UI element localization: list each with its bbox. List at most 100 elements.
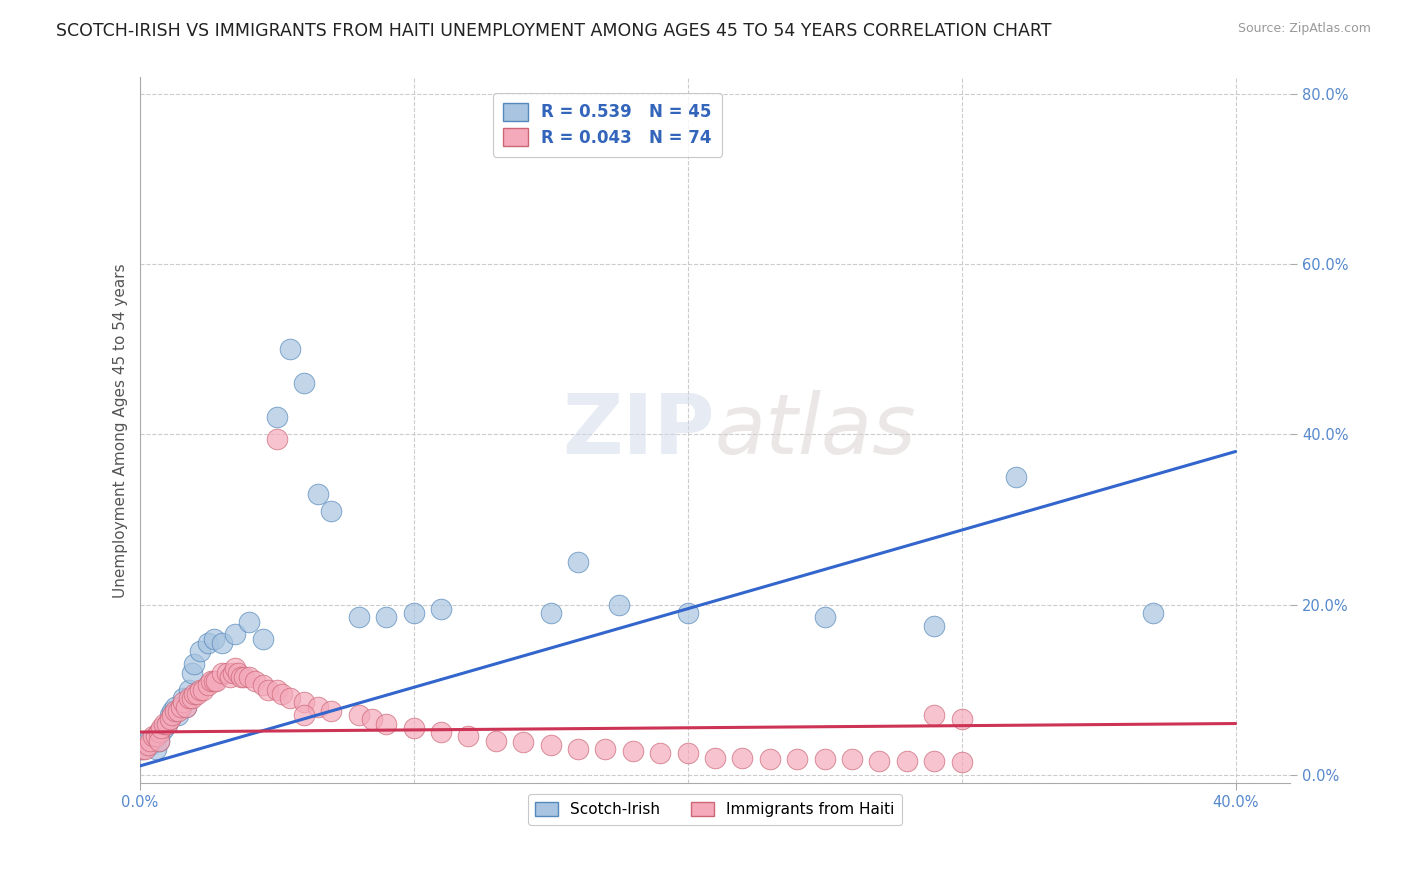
Point — [676, 746, 699, 760]
Point — [169, 699, 191, 714]
Point — [278, 343, 301, 357]
Point — [229, 670, 252, 684]
Point — [134, 742, 156, 756]
Point — [292, 695, 315, 709]
Point — [167, 708, 190, 723]
Point — [145, 742, 167, 756]
Point — [159, 708, 181, 723]
Text: ZIP: ZIP — [562, 390, 716, 471]
Point — [226, 665, 249, 680]
Point — [131, 742, 153, 756]
Point — [191, 682, 214, 697]
Point — [430, 725, 453, 739]
Point — [607, 598, 630, 612]
Point — [139, 733, 162, 747]
Point — [238, 615, 260, 629]
Point — [1142, 606, 1164, 620]
Point — [197, 678, 219, 692]
Point — [136, 733, 159, 747]
Point — [224, 661, 246, 675]
Point — [430, 601, 453, 615]
Point — [134, 738, 156, 752]
Point — [731, 750, 754, 764]
Point — [347, 610, 370, 624]
Text: Source: ZipAtlas.com: Source: ZipAtlas.com — [1237, 22, 1371, 36]
Point — [252, 632, 274, 646]
Point — [347, 708, 370, 723]
Point — [402, 721, 425, 735]
Point — [217, 665, 239, 680]
Point — [180, 665, 202, 680]
Point — [402, 606, 425, 620]
Point — [177, 682, 200, 697]
Point — [224, 627, 246, 641]
Point — [621, 744, 644, 758]
Point — [457, 729, 479, 743]
Point — [595, 742, 617, 756]
Point — [950, 712, 973, 726]
Point — [202, 673, 225, 688]
Point — [167, 704, 190, 718]
Point — [211, 665, 233, 680]
Point — [145, 729, 167, 743]
Point — [188, 644, 211, 658]
Point — [266, 410, 288, 425]
Point — [375, 716, 398, 731]
Point — [165, 699, 187, 714]
Point — [222, 665, 245, 680]
Point — [131, 742, 153, 756]
Point — [183, 687, 205, 701]
Point — [841, 752, 863, 766]
Point — [142, 733, 165, 747]
Point — [567, 742, 589, 756]
Point — [950, 755, 973, 769]
Point — [172, 695, 194, 709]
Point — [180, 691, 202, 706]
Point — [200, 673, 222, 688]
Point — [211, 636, 233, 650]
Point — [174, 699, 197, 714]
Legend: Scotch-Irish, Immigrants from Haiti: Scotch-Irish, Immigrants from Haiti — [527, 794, 903, 825]
Point — [183, 657, 205, 671]
Point — [252, 678, 274, 692]
Point — [321, 504, 343, 518]
Point — [540, 606, 562, 620]
Point — [174, 699, 197, 714]
Point — [148, 733, 170, 747]
Point — [922, 754, 945, 768]
Y-axis label: Unemployment Among Ages 45 to 54 years: Unemployment Among Ages 45 to 54 years — [114, 263, 128, 598]
Point — [922, 708, 945, 723]
Point — [292, 376, 315, 391]
Point — [704, 750, 727, 764]
Text: SCOTCH-IRISH VS IMMIGRANTS FROM HAITI UNEMPLOYMENT AMONG AGES 45 TO 54 YEARS COR: SCOTCH-IRISH VS IMMIGRANTS FROM HAITI UN… — [56, 22, 1052, 40]
Point — [159, 712, 181, 726]
Point — [148, 725, 170, 739]
Point — [266, 432, 288, 446]
Point — [676, 606, 699, 620]
Point — [868, 754, 890, 768]
Point — [361, 712, 384, 726]
Point — [512, 735, 534, 749]
Point — [150, 725, 173, 739]
Point — [786, 752, 808, 766]
Point — [813, 610, 835, 624]
Point — [485, 733, 508, 747]
Point — [243, 673, 266, 688]
Point — [150, 721, 173, 735]
Point — [321, 704, 343, 718]
Point — [567, 555, 589, 569]
Point — [162, 704, 184, 718]
Point — [139, 738, 162, 752]
Point — [758, 752, 780, 766]
Point — [292, 708, 315, 723]
Point — [188, 682, 211, 697]
Point — [650, 746, 672, 760]
Point — [205, 673, 228, 688]
Point — [156, 716, 179, 731]
Point — [156, 716, 179, 731]
Point — [307, 699, 329, 714]
Point — [257, 682, 280, 697]
Point — [186, 687, 208, 701]
Point — [177, 691, 200, 706]
Point — [153, 721, 176, 735]
